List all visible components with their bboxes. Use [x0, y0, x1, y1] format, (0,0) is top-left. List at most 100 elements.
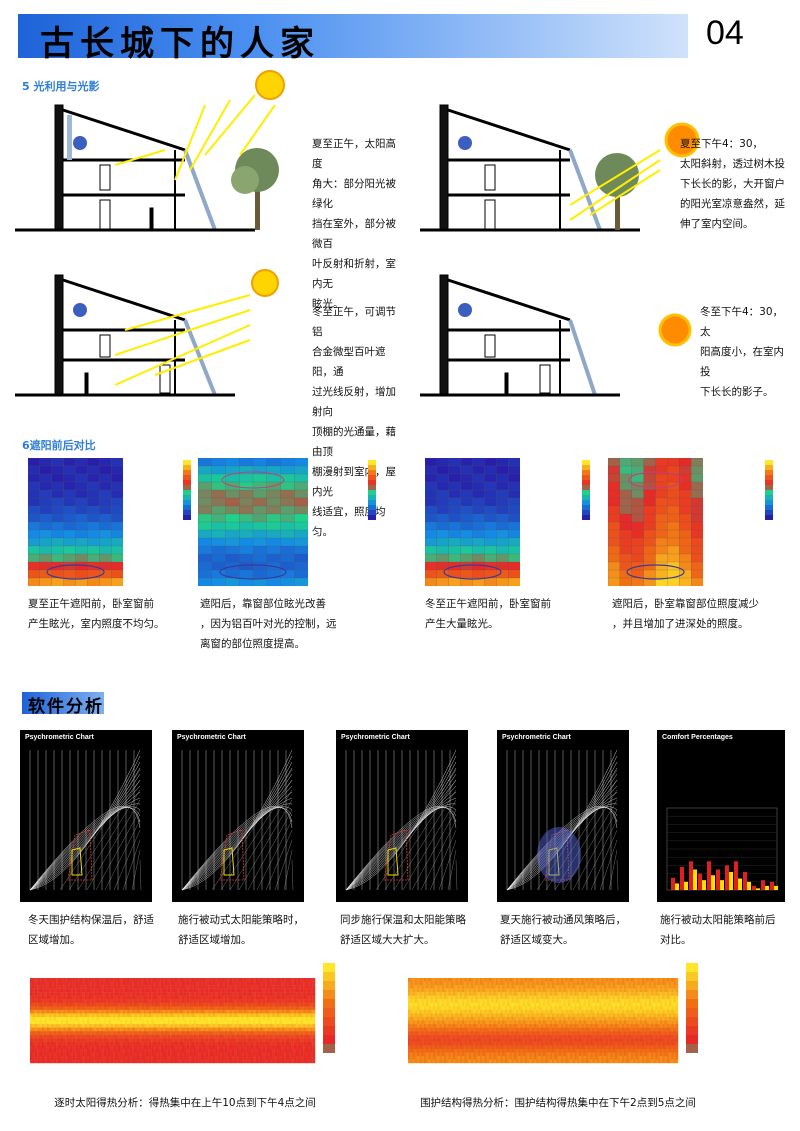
heatmap-cell [293, 995, 297, 1000]
heatmap-cell [437, 1024, 440, 1028]
heatmap-cell [65, 1045, 69, 1050]
heatmap-cell [101, 1059, 104, 1064]
heatmap-cell [172, 995, 176, 1000]
heatmap-cell [459, 1059, 463, 1064]
heatmap-cell [312, 988, 316, 993]
heatmap-cell [136, 1002, 140, 1007]
heatmap-cell [75, 978, 78, 982]
heatmap-cell [117, 981, 121, 986]
heatmap-cell [466, 1048, 469, 1053]
heatmap-cell [531, 1041, 535, 1046]
heatmap-cell [158, 1059, 161, 1064]
heatmap-cell [417, 1002, 420, 1007]
heatmap-cell [279, 1020, 282, 1025]
heatmap-cell [229, 985, 233, 989]
heatmap-cell [87, 1006, 90, 1011]
heatmap-cell [489, 1059, 492, 1064]
heatmap-cell [158, 999, 161, 1003]
heatmap-cell [502, 1024, 505, 1028]
heatmap-cell [419, 1045, 422, 1050]
heatmap-cell [122, 1024, 126, 1028]
heatmap-cell [82, 985, 85, 989]
heatmap-cell [113, 1009, 116, 1014]
heatmap-cell [543, 1038, 546, 1042]
sim-cell [496, 505, 509, 515]
heatmap-cell [132, 1009, 135, 1014]
heatmap-cell [310, 988, 313, 993]
heatmap-cell [293, 1013, 297, 1018]
heatmap-cell [139, 1045, 142, 1050]
sim-cell [472, 505, 485, 515]
heatmap-cell [408, 1027, 411, 1032]
heatmap-cell [435, 1045, 438, 1050]
heatmap-cell [136, 1027, 140, 1032]
sim-cell [643, 497, 656, 507]
heatmap-cell [191, 981, 195, 986]
heatmap-cell [132, 1048, 135, 1053]
heatmap-cell [498, 1034, 501, 1039]
heatmap-cell [177, 1013, 180, 1018]
heatmap-cell [305, 1034, 309, 1039]
heatmap-cell [310, 1013, 313, 1018]
heatmap-cell [243, 1048, 247, 1053]
heatmap-cell [151, 1038, 154, 1042]
heatmap-cell [39, 1038, 43, 1042]
heatmap-cell [231, 1045, 235, 1050]
sim-cell [484, 489, 497, 499]
heatmap-cell [502, 988, 505, 993]
heatmap-cell [196, 988, 199, 993]
heatmap-cell [466, 1020, 469, 1025]
heatmap-cell [231, 981, 235, 986]
heatmap-cell [34, 1006, 38, 1011]
heatmap-cell [56, 1045, 59, 1050]
heatmap-cell [224, 1041, 228, 1046]
sim-cell [63, 505, 76, 515]
heatmap-cell [148, 1020, 152, 1025]
sim-cell [619, 465, 633, 475]
heatmap-cell [303, 1016, 306, 1021]
heatmap-cell [110, 1034, 114, 1039]
heatmap-cell [139, 1052, 142, 1057]
sim-cell [198, 569, 213, 579]
heatmap-cell [444, 1052, 447, 1057]
heatmap-cell [51, 1002, 54, 1007]
heatmap-cell [224, 1034, 228, 1039]
heatmap-cell [146, 1027, 149, 1032]
glare-zone [443, 564, 502, 580]
heatmap-cell [536, 1055, 539, 1060]
heatmap-cell [477, 1027, 481, 1032]
heatmap-cell [258, 1055, 261, 1060]
heatmap-cell [220, 978, 223, 982]
heatmap-cell [538, 1059, 541, 1064]
heatmap-cell [113, 995, 116, 1000]
heatmap-cell [68, 1006, 71, 1011]
heatmap-cell [96, 1016, 100, 1021]
heatmap-cell [217, 1038, 221, 1042]
heatmap-cell [34, 1031, 38, 1035]
heatmap-cell [500, 978, 503, 982]
heatmap-cell [296, 1031, 299, 1035]
heatmap-cell [250, 1038, 254, 1042]
heatmap-cell [522, 988, 526, 993]
heatmap-cell [186, 978, 190, 982]
heatmap-cell [486, 1002, 490, 1007]
heatmap-cell [453, 1006, 456, 1011]
heatmap-cell [220, 1009, 223, 1014]
heatmap-cell [96, 1048, 100, 1053]
heatmap-cell [241, 981, 244, 986]
heatmap-cell [239, 995, 242, 1000]
sim-cell [472, 561, 485, 571]
heatmap-cell [165, 985, 168, 989]
heatmap-cell [210, 992, 214, 996]
heatmap-cell [184, 1016, 187, 1021]
sim-cell [667, 545, 680, 555]
heatmap-cell [258, 1059, 261, 1064]
heatmap-cell [265, 1009, 268, 1014]
heatmap-cell [475, 985, 478, 989]
heatmap-cell [44, 1016, 47, 1021]
heatmap-cell [500, 1002, 503, 1007]
heatmap-cell [70, 1055, 73, 1060]
heatmap-cell [72, 1055, 76, 1060]
heatmap-cell [110, 995, 114, 1000]
heatmap-cell [77, 1002, 81, 1007]
